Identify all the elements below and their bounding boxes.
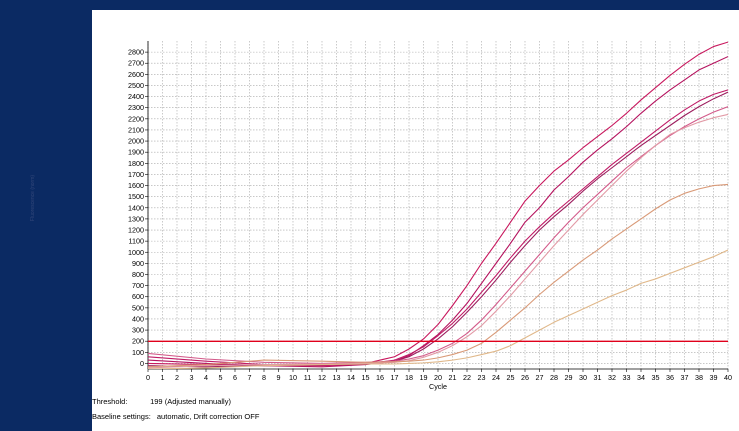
y-axis-label: Fluorescence (norm) xyxy=(30,174,36,222)
x-tick-label: 28 xyxy=(550,373,558,382)
y-tick-label: 300 xyxy=(132,326,144,335)
y-tick-label: 1400 xyxy=(128,203,144,212)
x-tick-label: 35 xyxy=(652,373,660,382)
x-tick-label: 14 xyxy=(347,373,355,382)
threshold-key: Threshold: xyxy=(92,397,128,406)
x-tick-label: 12 xyxy=(318,373,326,382)
y-tick-label: 1300 xyxy=(128,214,144,223)
x-tick-label: 22 xyxy=(463,373,471,382)
threshold-value: 199 (Adjusted manually) xyxy=(150,397,231,406)
y-tick-label: 1800 xyxy=(128,159,144,168)
x-tick-label: 1 xyxy=(161,373,165,382)
y-tick-label: 900 xyxy=(132,259,144,268)
y-tick-label: 1900 xyxy=(128,148,144,157)
x-tick-label: 40 xyxy=(724,373,732,382)
x-tick-label: 29 xyxy=(565,373,573,382)
x-tick-label: 9 xyxy=(277,373,281,382)
x-tick-label: 0 xyxy=(146,373,150,382)
x-tick-label: 13 xyxy=(333,373,341,382)
y-tick-label: 1100 xyxy=(129,237,144,246)
x-tick-label: 17 xyxy=(391,373,399,382)
x-tick-label: 8 xyxy=(262,373,266,382)
x-tick-label: 21 xyxy=(449,373,457,382)
x-axis-label: Cycle xyxy=(429,382,447,391)
amplification-chart: 0100200300400500600700800900100011001200… xyxy=(128,41,732,391)
y-tick-label: 400 xyxy=(132,314,144,323)
x-tick-label: 20 xyxy=(434,373,442,382)
x-tick-label: 16 xyxy=(376,373,384,382)
chart-panel: 0 100 200 300 400 500 600 700 800 900 1000 1100 1200… xyxy=(92,10,739,431)
x-tick-label: 39 xyxy=(710,373,718,382)
y-tick-label: 2100 xyxy=(128,125,144,134)
y-tick-label: 700 xyxy=(132,281,144,290)
y-tick-label: 1200 xyxy=(128,226,144,235)
x-tick-label: 38 xyxy=(695,373,703,382)
baseline-info: Baseline settings: automatic, Drift corr… xyxy=(92,412,259,422)
x-tick-label: 15 xyxy=(362,373,370,382)
series-line-1 xyxy=(148,41,728,367)
y-tick-label: 600 xyxy=(132,292,144,301)
y-tick-label: 1600 xyxy=(128,181,144,190)
x-tick-label: 19 xyxy=(420,373,428,382)
y-tick-label: 2600 xyxy=(128,70,144,79)
x-tick-label: 30 xyxy=(579,373,587,382)
y-tick-label: 0 xyxy=(140,359,144,368)
x-tick-label: 24 xyxy=(492,373,500,382)
y-tick-label: 2200 xyxy=(128,114,144,123)
x-tick-label: 33 xyxy=(623,373,631,382)
x-tick-label: 18 xyxy=(405,373,413,382)
x-tick-label: 37 xyxy=(681,373,689,382)
y-tick-label: 2700 xyxy=(128,59,144,68)
x-tick-label: 31 xyxy=(594,373,602,382)
x-tick-label: 25 xyxy=(507,373,515,382)
x-tick-label: 3 xyxy=(190,373,194,382)
y-tick-label: 800 xyxy=(132,270,144,279)
series-line-7 xyxy=(148,183,728,368)
baseline-key: Baseline settings: xyxy=(92,412,151,421)
x-tick-label: 32 xyxy=(608,373,616,382)
x-tick-label: 2 xyxy=(175,373,179,382)
y-tick-label: 500 xyxy=(132,303,144,312)
y-tick-label: 2300 xyxy=(128,103,144,112)
x-tick-label: 5 xyxy=(219,373,223,382)
series-line-6 xyxy=(148,113,728,369)
x-tick-label: 7 xyxy=(248,373,252,382)
y-tick-label: 200 xyxy=(132,337,144,346)
y-tick-label: 2400 xyxy=(128,92,144,101)
threshold-info: Threshold: 199 (Adjusted manually) xyxy=(92,397,231,407)
y-tick-label: 1500 xyxy=(128,192,144,201)
x-tick-label: 27 xyxy=(536,373,544,382)
series-line-8 xyxy=(148,249,728,369)
y-tick-label: 2500 xyxy=(128,81,144,90)
baseline-value: automatic, Drift correction OFF xyxy=(156,412,260,421)
x-tick-label: 6 xyxy=(233,373,237,382)
x-tick-label: 4 xyxy=(204,373,208,382)
y-tick-label: 2000 xyxy=(128,137,144,146)
y-tick-label: 1700 xyxy=(128,170,144,179)
x-tick-label: 10 xyxy=(289,373,297,382)
x-tick-label: 34 xyxy=(637,373,645,382)
x-tick-label: 36 xyxy=(666,373,674,382)
y-tick-label: 1000 xyxy=(128,248,144,257)
y-tick-label: 100 xyxy=(132,348,144,357)
y-tick-label: 2800 xyxy=(128,48,144,57)
x-tick-label: 11 xyxy=(304,373,311,382)
y-axis-label-area: Fluorescence (norm) xyxy=(0,70,92,330)
x-tick-label: 23 xyxy=(478,373,486,382)
x-tick-label: 26 xyxy=(521,373,529,382)
